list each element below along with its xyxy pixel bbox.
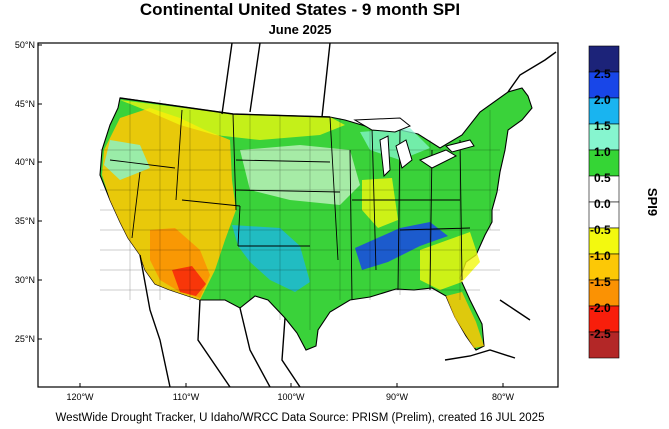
lon-label-110: 110°W [173, 392, 200, 402]
lat-label-40: 40°N [15, 157, 35, 167]
map-footer-credit: WestWide Drought Tracker, U Idaho/WRCC D… [55, 412, 545, 424]
legend-label-2: 1.5 [594, 119, 611, 133]
lat-label-45: 45°N [15, 99, 35, 109]
legend-swatch-5 [588, 175, 620, 203]
lat-label-50: 50°N [15, 40, 35, 50]
legend-label-9: -2.0 [590, 301, 611, 315]
legend-label-5: 0.0 [594, 197, 611, 211]
legend-label-6: -0.5 [590, 223, 611, 237]
dry-region-north [120, 100, 345, 140]
legend-label-4: 0.5 [594, 171, 611, 185]
legend-swatch-6 [588, 201, 620, 229]
legend: 2.5 2.0 1.5 1.0 0.5 0.0 -0.5 -1.0 -1.5 -… [588, 45, 660, 359]
dry-region-southeast [420, 232, 480, 290]
legend-swatch-8 [588, 253, 620, 281]
legend-swatch-9 [588, 279, 620, 307]
very-wet-region-southeast [355, 222, 448, 270]
legend-label-3: 1.0 [594, 145, 611, 159]
great-lakes [353, 117, 475, 178]
lat-label-35: 35°N [15, 216, 35, 226]
legend-title: SPI9 [645, 188, 660, 216]
lat-label-25: 25°N [15, 334, 35, 344]
wet-region-great-lakes [360, 128, 430, 160]
legend-swatch-11 [588, 331, 620, 359]
county-grid [100, 100, 500, 330]
legend-label-10: -2.5 [590, 327, 611, 341]
map-title: Continental United States - 9 month SPI [139, 0, 461, 19]
state-boundaries [109, 109, 471, 301]
legend-swatch-7 [588, 227, 620, 255]
wet-region-plains [232, 225, 310, 292]
legend-label-1: 2.0 [594, 93, 611, 107]
longitude-axis: 120°W 110°W 100°W 90°W 80°W [66, 383, 515, 402]
lon-label-100: 100°W [277, 392, 305, 402]
international-borders [119, 43, 557, 387]
lat-label-30: 30°N [15, 275, 35, 285]
lon-label-120: 120°W [66, 392, 94, 402]
extreme-dry-region [172, 266, 206, 296]
legend-swatch-1 [588, 71, 620, 99]
lon-label-90: 90°W [386, 392, 409, 402]
legend-label-8: -1.5 [590, 275, 611, 289]
dry-region-florida [446, 292, 484, 348]
legend-swatch-2 [588, 97, 620, 125]
latitude-axis: 50°N 45°N 40°N 35°N 30°N 25°N [15, 40, 42, 344]
map-subtitle: June 2025 [268, 22, 332, 37]
legend-swatch-3 [588, 123, 620, 151]
legend-label-7: -1.0 [590, 249, 611, 263]
legend-label-0: 2.5 [594, 67, 611, 81]
lon-label-80: 80°W [492, 392, 515, 402]
dry-region-east [362, 178, 398, 228]
legend-swatch-4 [588, 149, 620, 177]
